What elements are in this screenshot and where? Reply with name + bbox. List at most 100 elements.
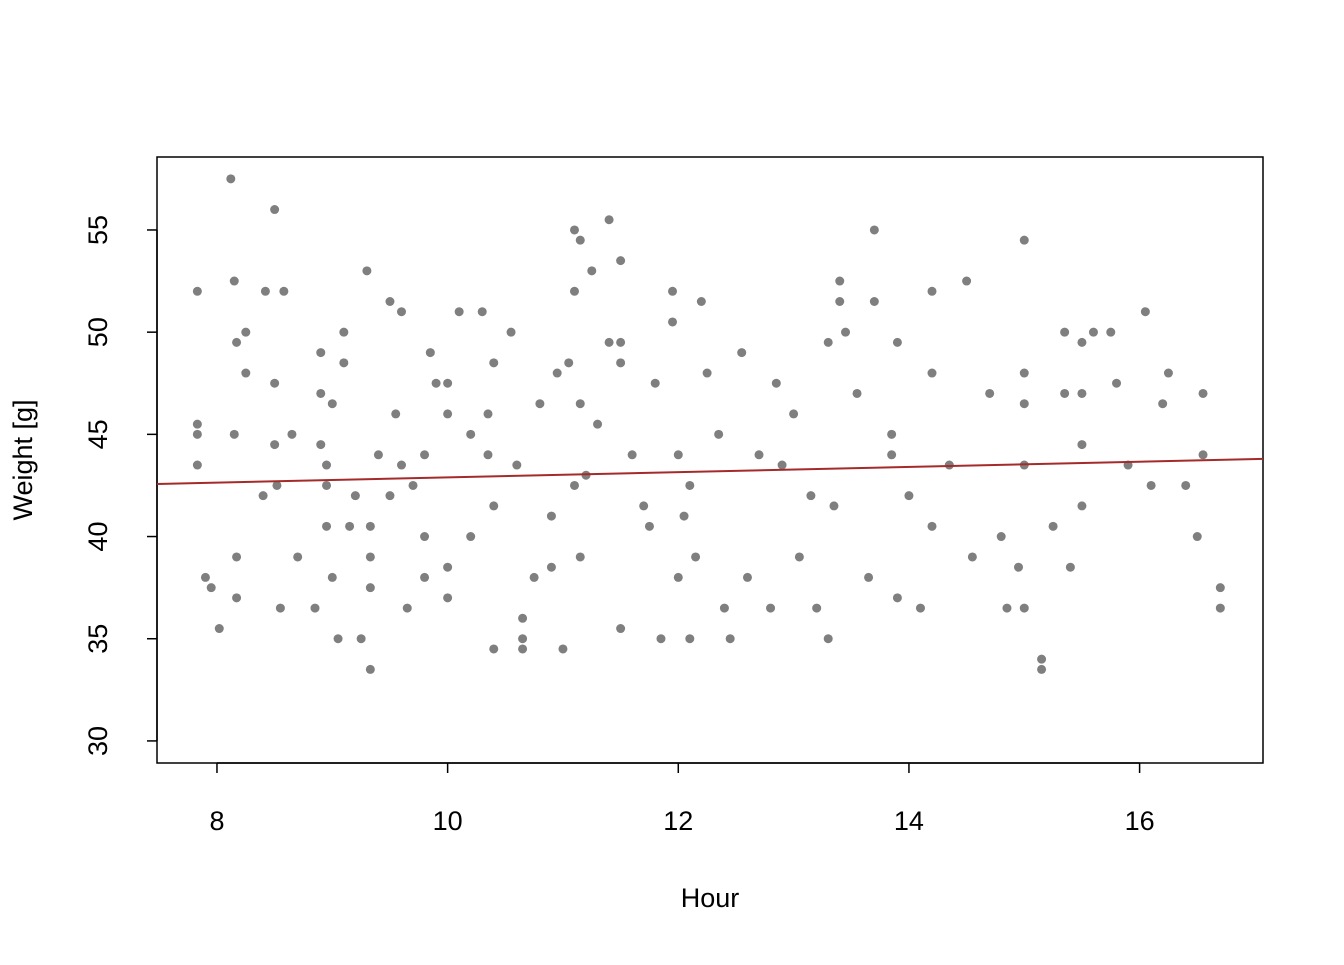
point bbox=[575, 235, 585, 245]
point bbox=[512, 460, 522, 470]
point bbox=[327, 399, 337, 409]
point bbox=[639, 501, 649, 511]
y-tick-label: 40 bbox=[83, 522, 113, 552]
point bbox=[771, 378, 781, 388]
point bbox=[569, 225, 579, 235]
x-tick-label: 10 bbox=[433, 806, 463, 836]
point bbox=[1158, 399, 1168, 409]
x-tick-label: 16 bbox=[1125, 806, 1155, 836]
point bbox=[535, 399, 545, 409]
point bbox=[1077, 440, 1087, 450]
point bbox=[558, 644, 568, 654]
point bbox=[892, 593, 902, 603]
point bbox=[506, 327, 516, 337]
point bbox=[1181, 480, 1191, 490]
point bbox=[200, 572, 210, 582]
point bbox=[270, 440, 280, 450]
point bbox=[232, 593, 242, 603]
point bbox=[812, 603, 822, 613]
point bbox=[258, 491, 268, 501]
point bbox=[333, 634, 343, 644]
point bbox=[587, 266, 597, 276]
point bbox=[564, 358, 574, 368]
point bbox=[529, 572, 539, 582]
point bbox=[241, 327, 251, 337]
point bbox=[420, 572, 430, 582]
point bbox=[1077, 388, 1087, 398]
point bbox=[443, 593, 453, 603]
point bbox=[927, 286, 937, 296]
point bbox=[852, 388, 862, 398]
point bbox=[789, 409, 799, 419]
point bbox=[823, 634, 833, 644]
point bbox=[887, 429, 897, 439]
point bbox=[391, 409, 401, 419]
point bbox=[1088, 327, 1098, 337]
point bbox=[232, 552, 242, 562]
point bbox=[985, 388, 995, 398]
point bbox=[489, 358, 499, 368]
point bbox=[869, 296, 879, 306]
point bbox=[841, 327, 851, 337]
point bbox=[396, 460, 406, 470]
point bbox=[742, 572, 752, 582]
point bbox=[316, 388, 326, 398]
point bbox=[575, 552, 585, 562]
point bbox=[483, 450, 493, 460]
point bbox=[1215, 583, 1225, 593]
point bbox=[616, 256, 626, 266]
point bbox=[214, 624, 224, 634]
point bbox=[431, 378, 441, 388]
point bbox=[420, 532, 430, 542]
point bbox=[823, 337, 833, 347]
point bbox=[322, 521, 332, 531]
point bbox=[1077, 337, 1087, 347]
point bbox=[685, 634, 695, 644]
point bbox=[275, 603, 285, 613]
point bbox=[569, 286, 579, 296]
point bbox=[668, 317, 678, 327]
point bbox=[650, 378, 660, 388]
point bbox=[365, 583, 375, 593]
point bbox=[279, 286, 289, 296]
point bbox=[616, 337, 626, 347]
point bbox=[967, 552, 977, 562]
point bbox=[483, 409, 493, 419]
point bbox=[272, 480, 282, 490]
point bbox=[864, 572, 874, 582]
point bbox=[229, 276, 239, 286]
point bbox=[569, 480, 579, 490]
point bbox=[420, 450, 430, 460]
point bbox=[1019, 235, 1029, 245]
point bbox=[365, 664, 375, 674]
point bbox=[241, 368, 251, 378]
point bbox=[396, 307, 406, 317]
point bbox=[1112, 378, 1122, 388]
point bbox=[489, 644, 499, 654]
point bbox=[327, 572, 337, 582]
point bbox=[385, 491, 395, 501]
point bbox=[226, 174, 236, 184]
point bbox=[552, 368, 562, 378]
point bbox=[1198, 388, 1208, 398]
point bbox=[673, 572, 683, 582]
point bbox=[489, 501, 499, 511]
point bbox=[229, 429, 239, 439]
point bbox=[1060, 388, 1070, 398]
point bbox=[192, 460, 202, 470]
point bbox=[1002, 603, 1012, 613]
point bbox=[604, 215, 614, 225]
point bbox=[887, 450, 897, 460]
point bbox=[656, 634, 666, 644]
point bbox=[702, 368, 712, 378]
point bbox=[339, 358, 349, 368]
point bbox=[593, 419, 603, 429]
point bbox=[454, 307, 464, 317]
point bbox=[1019, 603, 1029, 613]
point bbox=[310, 603, 320, 613]
point bbox=[616, 358, 626, 368]
point bbox=[644, 521, 654, 531]
y-axis-label: Weight [g] bbox=[8, 399, 38, 520]
point bbox=[443, 562, 453, 572]
point bbox=[546, 562, 556, 572]
